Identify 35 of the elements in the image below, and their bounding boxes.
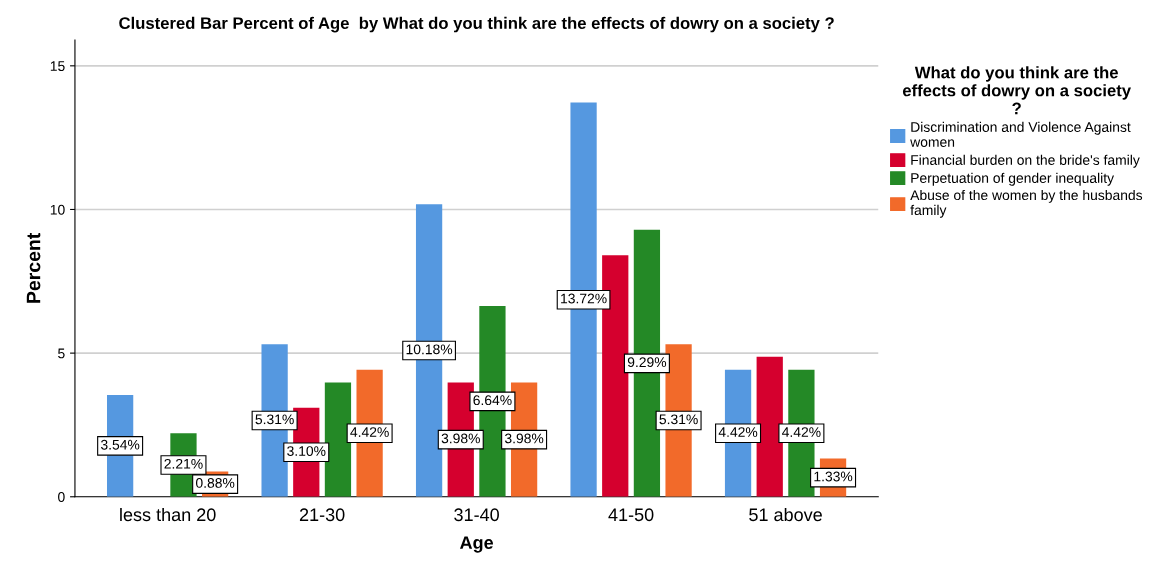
data-label: 2.21% — [164, 458, 203, 469]
y-tick-label: 10 — [50, 204, 65, 215]
data-label: 3.98% — [504, 433, 544, 444]
data-label: 13.72% — [561, 293, 607, 304]
bar — [324, 382, 352, 497]
legend-label: Perpetuation of gender inequality — [911, 172, 1115, 186]
data-label: 0.88% — [195, 478, 235, 488]
data-label: 5.31% — [255, 414, 294, 425]
y-tick-label: 5 — [58, 348, 65, 359]
legend-label: Discrimination and Violence Against women — [910, 121, 1131, 147]
data-label: 9.29% — [627, 357, 667, 368]
y-tick-label: 0 — [58, 492, 65, 502]
data-label: 4.42% — [350, 427, 389, 437]
x-axis-title: Age — [459, 536, 494, 553]
chart-title: Clustered Bar Percent of Age by What do you think are the effects of dowry on a society ? — [119, 16, 834, 33]
data-label: 4.42% — [782, 427, 821, 437]
data-label: 3.98% — [441, 433, 480, 444]
y-axis-title: Percent — [26, 232, 41, 303]
x-tick-label: 51 above — [749, 507, 822, 522]
data-label: 4.42% — [718, 427, 758, 437]
data-label: 6.64% — [473, 395, 512, 406]
data-label: 1.33% — [814, 471, 853, 482]
x-tick-label: 21-30 — [299, 508, 345, 522]
data-label: 3.10% — [287, 446, 326, 456]
data-label: 3.54% — [100, 439, 140, 450]
legend-label: Financial burden on the bride's family — [911, 154, 1140, 168]
bar — [756, 356, 783, 497]
x-tick-label: 41-50 — [608, 508, 654, 522]
legend-label: Abuse of the women by the husbands family — [910, 189, 1143, 218]
legend-title: What do you think are the effects of dowry on a society ? — [902, 66, 1131, 115]
data-label: 5.31% — [659, 414, 698, 425]
x-tick-label: less than 20 — [120, 507, 216, 522]
y-tick-label: 15 — [50, 61, 65, 71]
x-tick-label: 31-40 — [454, 508, 499, 522]
data-label: 10.18% — [406, 344, 453, 355]
